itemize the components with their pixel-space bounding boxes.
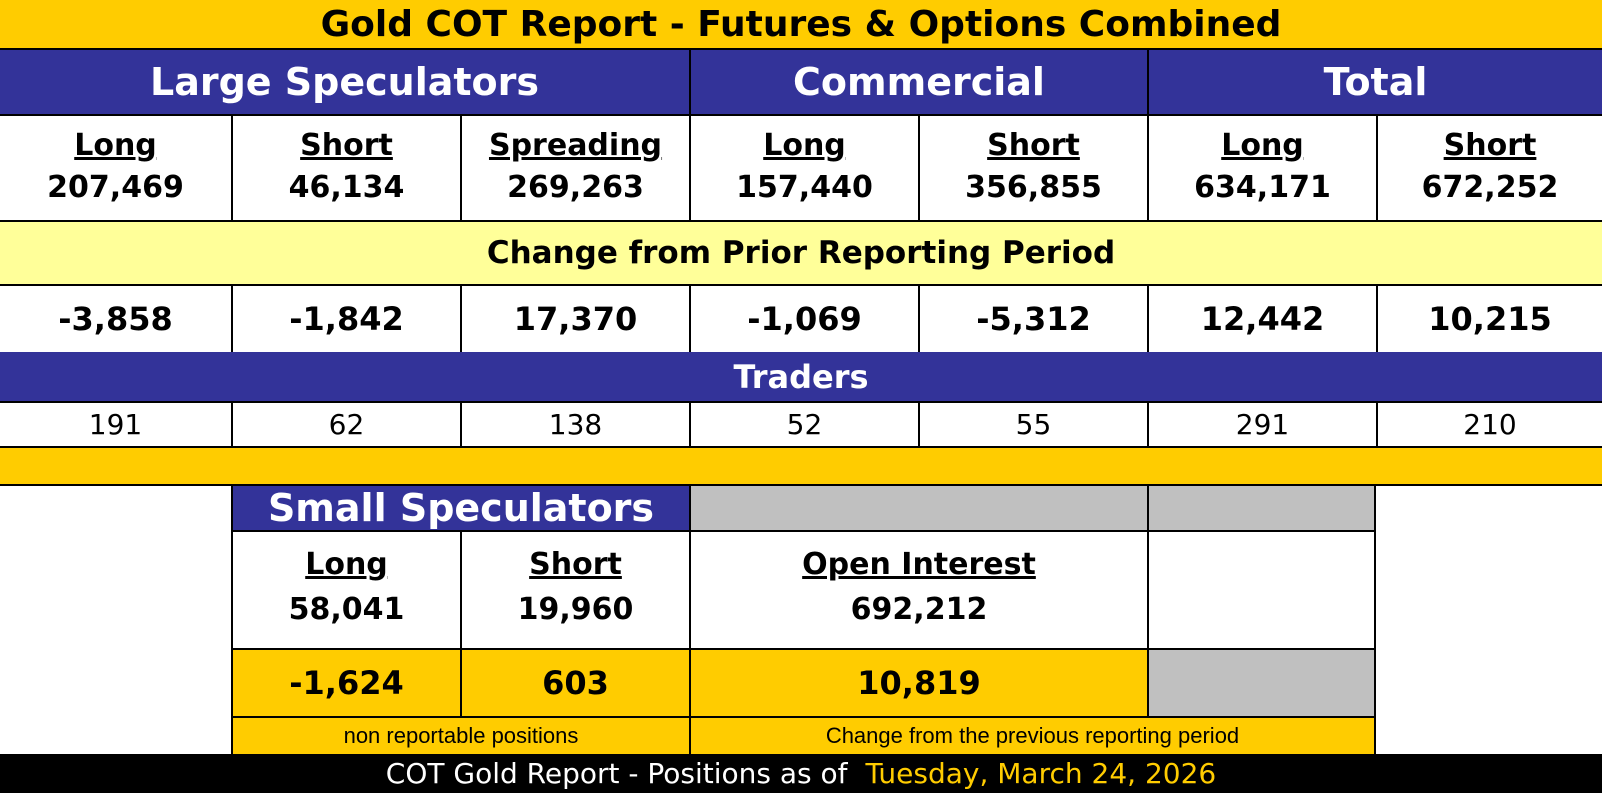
column-header: Short [529, 547, 622, 582]
small-spec-short-change: 603 [542, 664, 609, 702]
position-cell: Short 356,855 [918, 116, 1147, 220]
small-spec-note: non reportable positions [343, 723, 579, 748]
change-heading: Change from Prior Reporting Period [486, 235, 1116, 271]
open-interest-note: Change from the previous reporting perio… [825, 723, 1240, 748]
traders-value: 210 [1376, 403, 1602, 446]
position-value: 634,171 [1194, 170, 1331, 205]
small-spec-short-change-cell: 603 [460, 648, 689, 716]
group-header-row: Large Speculators Commercial Total [0, 48, 1602, 114]
traders-value: 191 [88, 408, 143, 441]
small-spec-short-value: 19,960 [517, 592, 634, 627]
change-value: 10,215 [1376, 286, 1602, 352]
footer-bar: COT Gold Report - Positions as of Tuesda… [0, 754, 1602, 793]
small-spec-long-change-cell: -1,624 [231, 648, 460, 716]
small-speculators-title: Small Speculators [231, 486, 689, 530]
gray-header-block [689, 486, 1147, 530]
position-cell: Long 157,440 [689, 116, 918, 220]
open-interest-value: 692,212 [850, 592, 988, 627]
column-header: Long [74, 128, 157, 163]
traders-value: 291 [1147, 403, 1376, 446]
group-commercial: Commercial [689, 50, 1147, 114]
traders-value: 62 [231, 403, 460, 446]
change-value: 17,370 [460, 286, 689, 352]
position-cell: Short 672,252 [1376, 116, 1602, 220]
column-header: Short [1443, 128, 1537, 163]
position-cell: Long 207,469 [0, 116, 231, 220]
change-value: 12,442 [1147, 286, 1376, 352]
traders-heading-bar: Traders [0, 352, 1602, 401]
traders-value: 52 [689, 403, 918, 446]
title-bar: Gold COT Report - Futures & Options Comb… [0, 0, 1602, 48]
column-header: Short [987, 128, 1080, 163]
report-title: Gold COT Report - Futures & Options Comb… [320, 3, 1282, 45]
change-row: -3,858 -1,842 17,370 -1,069 -5,312 12,44… [0, 284, 1602, 352]
positions-row: Long 207,469 Short 46,134 Spreading 269,… [0, 114, 1602, 222]
change-value: -5,312 [918, 286, 1147, 352]
position-value: 356,855 [965, 170, 1102, 205]
position-cell: Short 46,134 [231, 116, 460, 220]
empty-cell [1147, 530, 1376, 648]
position-cell: Long 634,171 [1147, 116, 1376, 220]
position-value: 269,263 [507, 170, 644, 205]
change-value: -1,069 [689, 286, 918, 352]
separator-bar [0, 446, 1602, 486]
column-header: Long [305, 547, 388, 582]
small-spec-long-cell: Long 58,041 [231, 530, 460, 648]
open-interest-label: Open Interest [802, 547, 1036, 582]
open-interest-note-cell: Change from the previous reporting perio… [689, 716, 1376, 754]
footer-date: Tuesday, March 24, 2026 [865, 757, 1217, 790]
change-value: -3,858 [58, 300, 173, 338]
gray-change-block [1147, 648, 1376, 716]
position-value: 157,440 [736, 170, 873, 205]
position-cell: Spreading 269,263 [460, 116, 689, 220]
column-header: Long [763, 128, 846, 163]
traders-value: 138 [460, 403, 689, 446]
footer-prefix: COT Gold Report - Positions as of [385, 757, 848, 790]
small-spec-short-cell: Short 19,960 [460, 530, 689, 648]
open-interest-change: 10,819 [857, 664, 981, 702]
traders-value: 55 [918, 403, 1147, 446]
small-spec-note-cell: non reportable positions [231, 716, 689, 754]
gray-header-block [1147, 486, 1376, 530]
traders-row: 191 62 138 52 55 291 210 [0, 401, 1602, 446]
column-header: Long [1221, 128, 1304, 163]
column-header: Spreading [488, 128, 663, 163]
column-header: Short [300, 128, 393, 163]
group-large-speculators: Large Speculators [149, 60, 540, 104]
position-value: 207,469 [47, 170, 184, 205]
position-value: 46,134 [288, 170, 405, 205]
open-interest-cell: Open Interest 692,212 [689, 530, 1147, 648]
position-value: 672,252 [1421, 170, 1559, 205]
small-spec-long-value: 58,041 [288, 592, 405, 627]
traders-heading: Traders [733, 357, 869, 396]
change-heading-bar: Change from Prior Reporting Period [0, 222, 1602, 284]
group-total: Total [1147, 50, 1602, 114]
change-value: -1,842 [231, 286, 460, 352]
small-spec-long-change: -1,624 [289, 664, 404, 702]
open-interest-change-cell: 10,819 [689, 648, 1147, 716]
